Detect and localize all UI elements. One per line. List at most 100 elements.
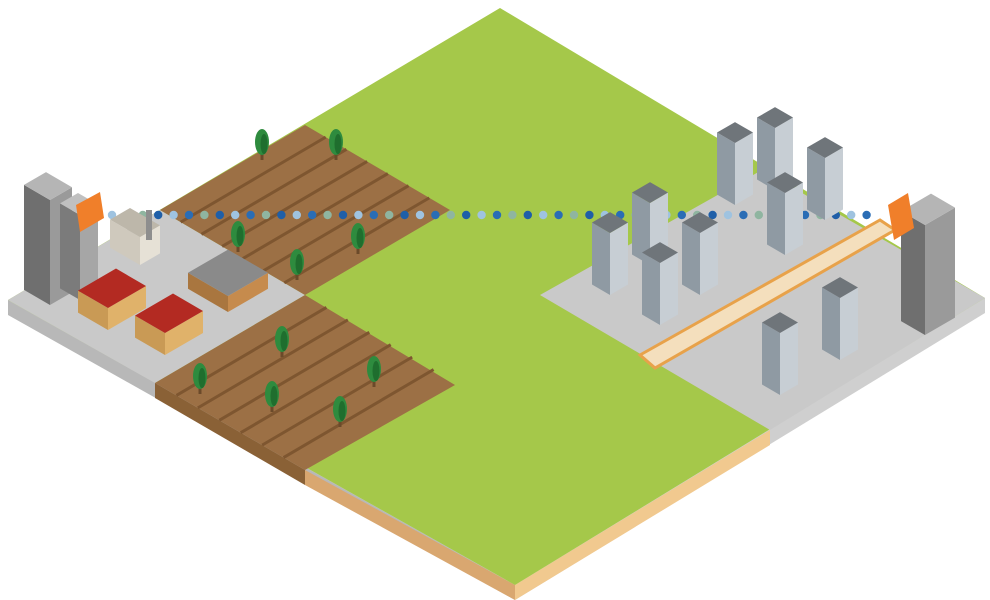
link-dot (431, 210, 440, 220)
link-dot (462, 210, 471, 220)
link-dot (107, 210, 117, 220)
tree-shade (356, 228, 364, 248)
tree-shade (372, 361, 380, 381)
link-dot (446, 210, 455, 220)
warehouse-left (135, 315, 165, 355)
tree-trunk (295, 272, 299, 280)
apartment-left (682, 222, 700, 295)
apartment-right (700, 222, 718, 295)
furrow (239, 343, 392, 435)
apartment-right (825, 147, 843, 220)
link-dot (585, 210, 594, 220)
apartment-top (592, 212, 628, 233)
antenna-panel (76, 192, 104, 232)
apartment-left (762, 322, 780, 395)
warehouse-right (108, 285, 146, 330)
furrow (179, 135, 327, 224)
link-dot (369, 210, 378, 220)
apartment-left (807, 147, 825, 220)
warehouse-right (165, 310, 203, 355)
tree-trunk (236, 244, 240, 252)
apartment-right (780, 322, 798, 395)
apartment-left (642, 252, 660, 325)
tower-left (24, 184, 50, 305)
tree-trunk (270, 404, 274, 412)
link-dot (723, 210, 733, 220)
link-dot (385, 210, 394, 220)
apartment-left (592, 222, 610, 295)
link-dot (569, 210, 579, 220)
furrow (197, 318, 349, 410)
tree-trunk (338, 419, 342, 427)
link-dot (169, 210, 178, 220)
chimney (146, 210, 152, 240)
antenna-panel (888, 193, 914, 240)
apartment-left (717, 132, 735, 205)
link-dot (200, 210, 209, 220)
apartment-top (642, 242, 678, 263)
tree-trunk (372, 379, 376, 387)
factory-left (110, 219, 140, 265)
tree-trunk (198, 386, 202, 394)
apartment-top (762, 312, 798, 333)
link-dot (754, 210, 763, 220)
furrow (200, 147, 348, 236)
link-dot (154, 210, 163, 220)
tree-shade (280, 331, 288, 351)
warehouse-top (78, 268, 146, 308)
link-dot (184, 210, 194, 220)
shed-left (188, 272, 228, 312)
apartment-left (822, 287, 840, 360)
tower-left (60, 203, 80, 300)
tower-left (901, 211, 925, 335)
apartment-top (757, 107, 793, 128)
link-dot (492, 210, 502, 220)
apartment-left (767, 182, 785, 255)
link-dot (508, 210, 517, 220)
link-dot (677, 210, 686, 220)
tree-trunk (280, 349, 284, 357)
link-dot (292, 210, 301, 220)
link-dot (308, 210, 317, 220)
tree-trunk (260, 152, 264, 160)
tower-top (901, 193, 955, 225)
decorations (24, 107, 955, 459)
apartment-top (822, 277, 858, 298)
shed-right (228, 272, 268, 312)
link-dot (415, 210, 425, 220)
apartment-top (682, 212, 718, 233)
tree-shade (198, 368, 206, 388)
link-dot (523, 210, 532, 220)
link-dot (231, 210, 240, 220)
link-dot (261, 210, 271, 220)
link-dot (739, 210, 748, 220)
link-dot (277, 210, 286, 220)
apartment-right (610, 222, 628, 295)
apartment-right (735, 132, 753, 205)
apartment-top (632, 182, 668, 203)
tree-shade (338, 401, 346, 421)
link-dot (400, 210, 409, 220)
link-dot (847, 210, 856, 220)
tree-shade (236, 226, 244, 246)
tree-trunk (334, 152, 338, 160)
link-dot (354, 210, 363, 220)
tree-shade (270, 386, 278, 406)
shed-top (188, 249, 268, 296)
apartment-right (660, 252, 678, 325)
furrow (221, 160, 368, 248)
apartment-right (785, 182, 803, 255)
field-side (155, 383, 305, 485)
link-dot (477, 210, 486, 220)
tree-shade (334, 134, 342, 154)
link-dot (539, 210, 548, 220)
tower-right (925, 207, 955, 335)
green-side-right (515, 430, 770, 600)
apartment-top (767, 172, 803, 193)
furrow (218, 330, 371, 422)
link-dot (215, 210, 224, 220)
furrow (262, 184, 410, 273)
apartment-right (775, 117, 793, 190)
factory-right (140, 225, 160, 265)
